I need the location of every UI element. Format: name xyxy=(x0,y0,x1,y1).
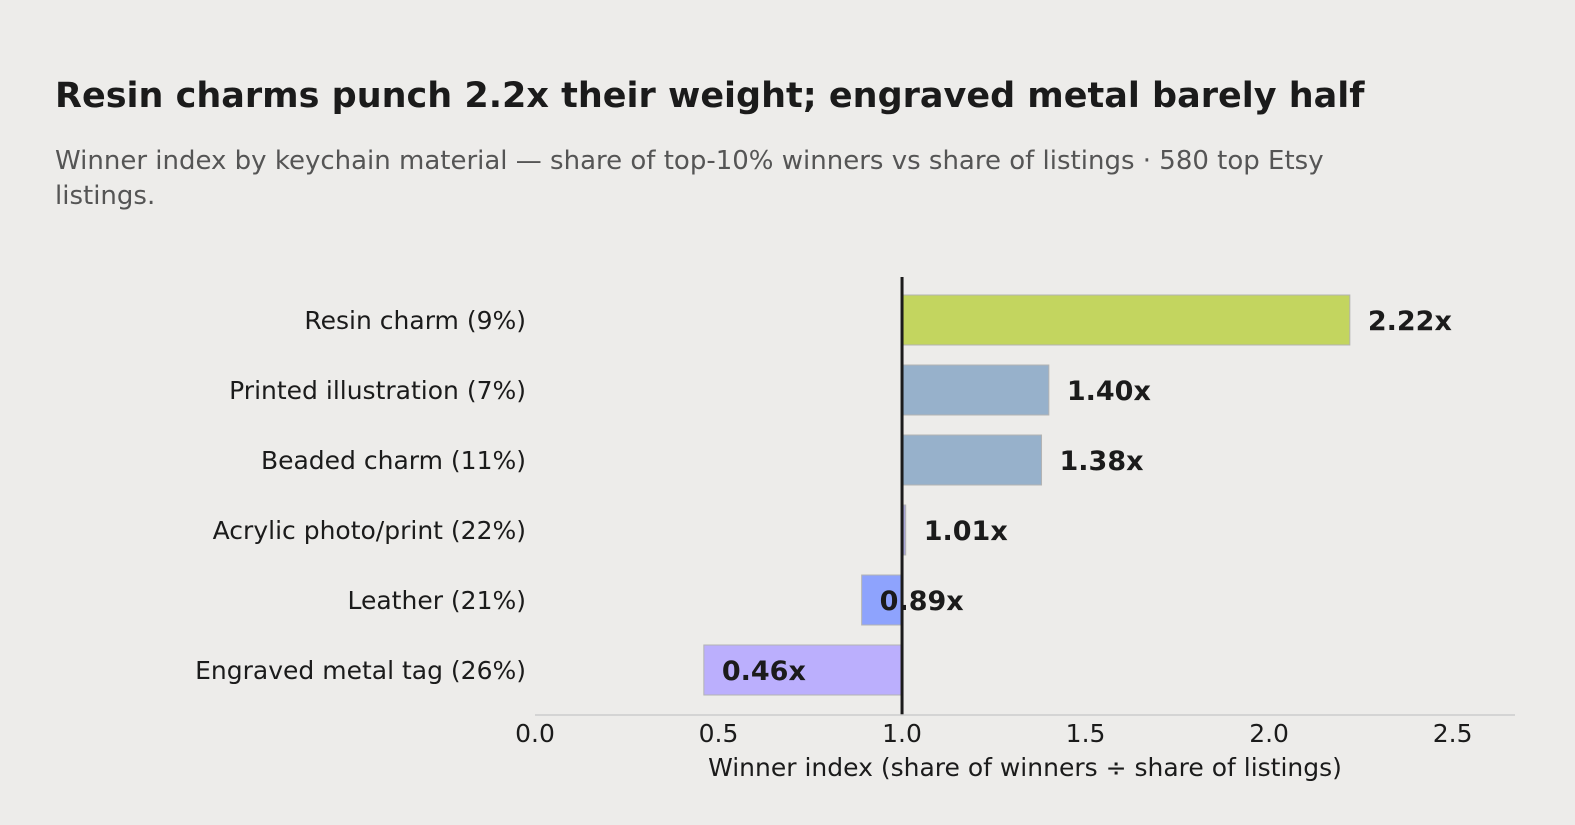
value-label: 0.46x xyxy=(722,656,806,687)
bar xyxy=(901,364,1050,416)
bar xyxy=(901,294,1351,346)
x-tick-label: 1.0 xyxy=(882,719,922,748)
chart-subtitle: Winner index by keychain material — shar… xyxy=(55,146,1324,211)
category-label: Engraved metal tag (26%) xyxy=(195,656,526,685)
category-label: Acrylic photo/print (22%) xyxy=(213,516,526,545)
value-label: 1.40x xyxy=(1067,376,1151,407)
category-label: Printed illustration (7%) xyxy=(229,376,526,405)
chart-title: Resin charms punch 2.2x their weight; en… xyxy=(55,76,1365,116)
x-tick-label: 1.5 xyxy=(1066,719,1106,748)
x-tick-label: 2.5 xyxy=(1433,719,1473,748)
value-label: 1.38x xyxy=(1060,446,1144,477)
bar xyxy=(861,574,903,626)
category-label: Beaded charm (11%) xyxy=(261,446,526,475)
bar xyxy=(901,434,1043,486)
x-tick-label: 0.0 xyxy=(515,719,555,748)
value-label: 2.22x xyxy=(1368,306,1452,337)
value-label: 0.89x xyxy=(880,586,964,617)
bar xyxy=(703,644,903,696)
value-label: 1.01x xyxy=(924,516,1008,547)
category-label: Leather (21%) xyxy=(347,586,526,615)
x-axis-title: Winner index (share of winners ÷ share o… xyxy=(708,753,1342,782)
category-label: Resin charm (9%) xyxy=(304,306,526,335)
x-tick-label: 2.0 xyxy=(1249,719,1289,748)
x-tick-label: 0.5 xyxy=(699,719,739,748)
